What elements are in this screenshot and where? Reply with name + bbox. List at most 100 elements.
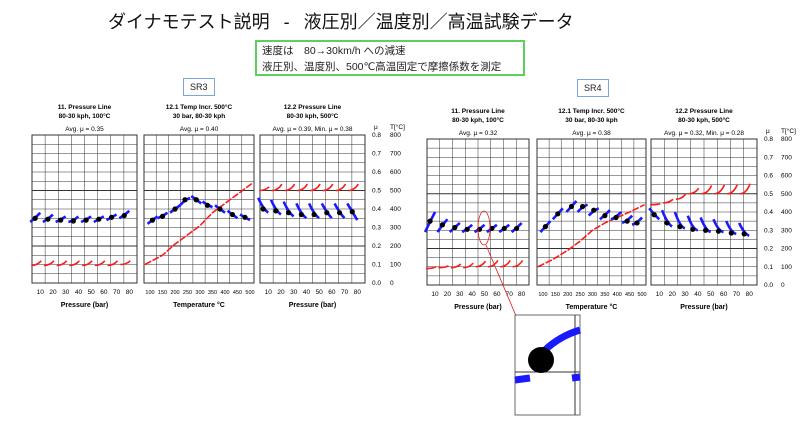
x-tick-label: 70 — [113, 289, 121, 296]
x-tick-label: 20 — [49, 289, 57, 296]
mu-segment — [699, 217, 712, 234]
mu-tick-label: 0.1 — [372, 262, 381, 269]
x-tick-label: 50 — [481, 291, 489, 298]
title-main: ダイナモテスト説明 — [108, 12, 270, 32]
temperature-segment — [688, 187, 700, 195]
mu-average-dot — [204, 202, 211, 208]
mu-average-dot — [83, 217, 89, 223]
x-axis-label: Pressure (bar) — [680, 304, 727, 311]
x-tick-label: 30 — [290, 289, 298, 296]
mu-average-dot — [229, 211, 236, 218]
title-separator: - — [283, 12, 290, 32]
mu-average-dot — [217, 206, 223, 212]
inset-dot — [528, 347, 554, 373]
mu-average-dot — [489, 225, 495, 232]
mu-axis-label: μ — [374, 124, 378, 131]
temperature-segment — [701, 185, 713, 195]
x-tick-label: 500 — [637, 292, 646, 298]
plot-frame — [259, 134, 366, 284]
temperature-segment — [335, 183, 347, 192]
temperature-segment — [107, 260, 119, 267]
panel-subtitle: 80-30 kph, 100°C — [452, 116, 504, 124]
mu-tick-label: 0.8 — [764, 136, 773, 143]
temperature-segment — [426, 266, 437, 270]
panel-subtitle: 30 bar, 80-30 kph — [565, 117, 617, 124]
mu-average-dot — [32, 215, 38, 221]
mu-tick-label: 0.3 — [764, 227, 773, 234]
slide-title: ダイナモテスト説明 - 液圧別／温度別／高温試験データ — [108, 8, 588, 34]
x-tick-label: 30 — [62, 289, 70, 296]
mu-average-dot — [591, 207, 597, 213]
x-tick-label: 60 — [493, 291, 501, 298]
right-axes-sr3: μ T[°C] 0.0 0 0.1 100 0.2 200 0.3 300 0.4 400 0.5 500… — [372, 123, 405, 287]
mu-average-dot — [741, 231, 747, 237]
x-axis-label: Pressure (bar) — [61, 302, 108, 309]
x-tick-label: 500 — [245, 290, 254, 296]
panel-subtitle: 80-30 kph, 100°C — [59, 112, 111, 120]
mu-average-dot — [439, 222, 446, 228]
temperature-segment — [450, 263, 462, 269]
mu-segment — [725, 220, 737, 236]
chart-panel-2: 12.1 Temp Incr. 500°C 30 bar, 80-30 kph Av… — [143, 103, 255, 309]
mu-average-dot — [651, 212, 657, 218]
x-tick-label: 400 — [613, 292, 622, 298]
temperature-segment — [322, 183, 334, 192]
x-tick-label: 450 — [625, 292, 634, 298]
panel-title: 12.2 Pressure Line — [284, 104, 342, 111]
mu-average-dot — [182, 197, 188, 203]
mu-average-dot — [501, 225, 507, 232]
mu-average-dot — [311, 211, 317, 218]
mu-tick-label: 0.2 — [372, 243, 381, 250]
mu-tick-label: 0.4 — [764, 209, 773, 216]
panel-annotation: Avg. μ = 0.38 — [572, 130, 611, 137]
x-axis-label: Temperature °C — [566, 303, 618, 311]
mu-segment — [712, 218, 724, 234]
temperature-tick-label: 300 — [781, 227, 792, 234]
test-condition-note: 速度は 80→30km/h への減速 液圧別、温度別、500℃高温固定で摩擦係数… — [255, 40, 525, 76]
panel-annotation: Avg. μ = 0.40 — [180, 126, 219, 133]
mu-average-dot — [664, 220, 670, 226]
temperature-segment — [500, 259, 511, 268]
panel-subtitle: 80-30 kph, 500°C — [678, 116, 730, 124]
x-tick-label: 40 — [303, 289, 311, 296]
temperature-segment — [69, 260, 80, 267]
x-tick-label: 20 — [444, 291, 452, 298]
temperature-segment — [475, 260, 487, 268]
x-axis-label: Temperature °C — [173, 301, 225, 309]
x-tick-label: 40 — [694, 291, 702, 298]
mu-average-dot — [715, 228, 722, 234]
temperature-segment — [512, 259, 524, 268]
mu-average-dot — [427, 218, 433, 224]
temperature-tick-label: 600 — [781, 173, 792, 180]
mu-average-dot — [514, 225, 520, 232]
title-sub: 液圧別／温度別／高温試験データ — [303, 12, 574, 32]
x-tick-label: 50 — [707, 291, 715, 298]
temperature-segment — [487, 259, 499, 268]
mu-average-dot — [149, 217, 156, 223]
temperature-segment — [438, 265, 449, 269]
x-tick-label: 20 — [669, 291, 677, 298]
mu-tick-label: 0.3 — [372, 225, 381, 232]
x-tick-label: 450 — [233, 290, 242, 296]
note-line-2: 液圧別、温度別、500℃高温固定で摩擦係数を測定 — [262, 61, 502, 73]
mu-average-dot — [121, 212, 127, 219]
inset-mu-segment — [542, 326, 582, 353]
x-tick-label: 80 — [126, 289, 134, 296]
mu-average-dot — [703, 227, 709, 233]
temperature-tick-label: 800 — [781, 136, 792, 143]
panel-title: 12.1 Temp Incr. 500°C — [558, 107, 625, 115]
temperature-tick-label: 100 — [390, 262, 401, 269]
mu-tick-label: 0.7 — [372, 151, 381, 158]
x-tick-label: 70 — [506, 291, 514, 298]
temperature-tick-label: 100 — [781, 264, 792, 271]
panel-subtitle: 80-30 kph, 500°C — [287, 112, 339, 120]
temperature-tick-label: 700 — [781, 154, 792, 161]
temperature-segment — [271, 183, 283, 192]
temperature-line — [537, 203, 645, 268]
panel-annotation: Avg. μ = 0.39, Min. μ = 0.38 — [273, 126, 353, 133]
temperature-tick-label: 400 — [390, 206, 401, 213]
mu-tick-label: 0.7 — [764, 154, 773, 161]
